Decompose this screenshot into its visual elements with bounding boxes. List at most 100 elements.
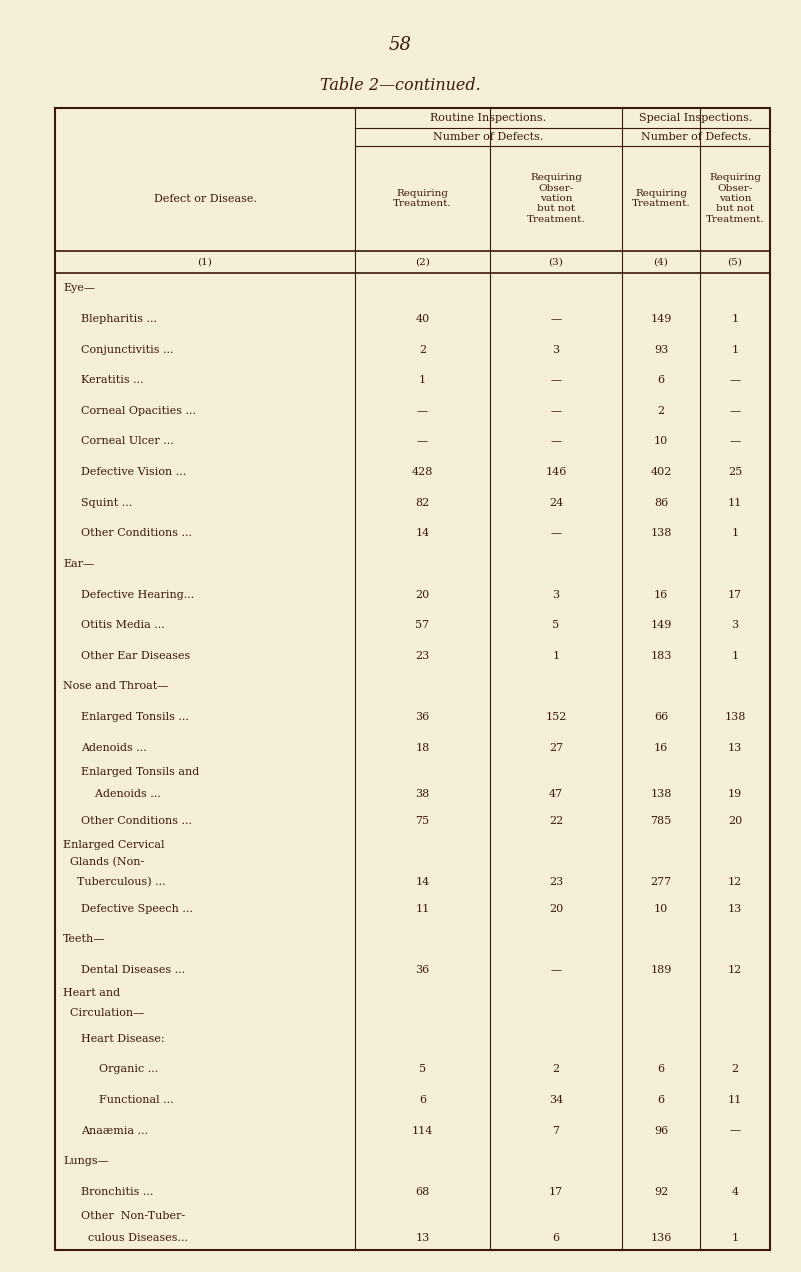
Text: Otitis Media ...: Otitis Media ... — [81, 621, 165, 630]
Text: —: — — [417, 436, 428, 446]
Text: Tuberculous) ...: Tuberculous) ... — [63, 876, 166, 887]
Text: 11: 11 — [728, 1095, 742, 1105]
Text: 138: 138 — [650, 789, 672, 799]
Text: 1: 1 — [553, 651, 560, 661]
Text: Defect or Disease.: Defect or Disease. — [154, 193, 256, 204]
Text: Enlarged Cervical: Enlarged Cervical — [63, 840, 164, 850]
Text: Defective Hearing...: Defective Hearing... — [81, 590, 195, 599]
Text: 66: 66 — [654, 712, 668, 722]
Text: 138: 138 — [650, 528, 672, 538]
Text: 24: 24 — [549, 497, 563, 508]
Text: 19: 19 — [728, 789, 742, 799]
Text: Table 2—continued.: Table 2—continued. — [320, 76, 481, 94]
Text: 12: 12 — [728, 964, 742, 974]
Text: —: — — [550, 406, 562, 416]
Text: —: — — [550, 314, 562, 324]
Text: Enlarged Tonsils ...: Enlarged Tonsils ... — [81, 712, 189, 722]
Text: Number of Defects.: Number of Defects. — [433, 132, 544, 142]
Text: Dental Diseases ...: Dental Diseases ... — [81, 964, 185, 974]
Text: 86: 86 — [654, 497, 668, 508]
Text: 1: 1 — [731, 345, 739, 355]
Text: Adenoids ...: Adenoids ... — [81, 743, 147, 753]
Text: —: — — [550, 436, 562, 446]
Text: 1: 1 — [731, 314, 739, 324]
Text: —: — — [730, 406, 741, 416]
Text: 114: 114 — [412, 1126, 433, 1136]
Text: Adenoids ...: Adenoids ... — [81, 789, 161, 799]
Text: 16: 16 — [654, 590, 668, 599]
Text: 6: 6 — [658, 1065, 665, 1075]
Text: Corneal Opacities ...: Corneal Opacities ... — [81, 406, 196, 416]
Text: 138: 138 — [724, 712, 746, 722]
Text: 189: 189 — [650, 964, 672, 974]
Text: 5: 5 — [419, 1065, 426, 1075]
Text: Teeth—: Teeth— — [63, 934, 106, 944]
Text: Ear—: Ear— — [63, 558, 95, 569]
Text: 22: 22 — [549, 817, 563, 827]
Text: culous Diseases...: culous Diseases... — [81, 1233, 188, 1243]
Text: Blepharitis ...: Blepharitis ... — [81, 314, 157, 324]
Text: 6: 6 — [553, 1233, 560, 1243]
Text: Keratitis ...: Keratitis ... — [81, 375, 143, 385]
Text: 146: 146 — [545, 467, 566, 477]
Text: Circulation—: Circulation— — [63, 1007, 144, 1018]
Text: Requiring
Treatment.: Requiring Treatment. — [393, 188, 452, 209]
Text: 20: 20 — [549, 903, 563, 913]
Text: 36: 36 — [416, 712, 429, 722]
Text: Eye—: Eye— — [63, 284, 95, 294]
Text: Nose and Throat—: Nose and Throat— — [63, 682, 168, 692]
Text: 68: 68 — [416, 1187, 429, 1197]
Text: Anaæmia ...: Anaæmia ... — [81, 1126, 148, 1136]
Text: 2: 2 — [419, 345, 426, 355]
Text: 34: 34 — [549, 1095, 563, 1105]
Text: 11: 11 — [416, 903, 429, 913]
Text: Conjunctivitis ...: Conjunctivitis ... — [81, 345, 174, 355]
Text: (1): (1) — [198, 257, 212, 267]
Text: 38: 38 — [416, 789, 429, 799]
Text: 14: 14 — [416, 876, 429, 887]
Text: Bronchitis ...: Bronchitis ... — [81, 1187, 153, 1197]
Text: 3: 3 — [731, 621, 739, 630]
Text: 10: 10 — [654, 903, 668, 913]
Text: 3: 3 — [553, 345, 560, 355]
Text: 25: 25 — [728, 467, 742, 477]
Text: 12: 12 — [728, 876, 742, 887]
Text: Squint ...: Squint ... — [81, 497, 132, 508]
Text: Heart and: Heart and — [63, 988, 120, 999]
Text: 23: 23 — [549, 876, 563, 887]
Text: 57: 57 — [416, 621, 429, 630]
Text: 16: 16 — [654, 743, 668, 753]
Text: 18: 18 — [416, 743, 429, 753]
Text: 2: 2 — [553, 1065, 560, 1075]
Text: 785: 785 — [650, 817, 671, 827]
Text: Other Conditions ...: Other Conditions ... — [81, 528, 192, 538]
Text: 3: 3 — [553, 590, 560, 599]
Text: 1: 1 — [731, 1233, 739, 1243]
Text: 10: 10 — [654, 436, 668, 446]
Text: 4: 4 — [731, 1187, 739, 1197]
Text: 5: 5 — [553, 621, 560, 630]
Text: Defective Speech ...: Defective Speech ... — [81, 903, 193, 913]
Text: Other Conditions ...: Other Conditions ... — [81, 817, 192, 827]
Text: 75: 75 — [416, 817, 429, 827]
Text: 20: 20 — [416, 590, 429, 599]
Text: 2: 2 — [658, 406, 665, 416]
Text: 6: 6 — [658, 375, 665, 385]
Text: 47: 47 — [549, 789, 563, 799]
Text: 7: 7 — [553, 1126, 560, 1136]
Text: (2): (2) — [415, 257, 430, 267]
Text: 58: 58 — [388, 36, 412, 53]
Text: 11: 11 — [728, 497, 742, 508]
Text: Requiring
Obser-
vation
but not
Treatment.: Requiring Obser- vation but not Treatmen… — [527, 173, 586, 224]
Text: Requiring
Obser-
vation
but not
Treatment.: Requiring Obser- vation but not Treatmen… — [706, 173, 764, 224]
Text: 402: 402 — [650, 467, 672, 477]
Text: 149: 149 — [650, 621, 672, 630]
Text: Defective Vision ...: Defective Vision ... — [81, 467, 187, 477]
Text: —: — — [417, 406, 428, 416]
Text: (5): (5) — [727, 257, 743, 267]
Text: 27: 27 — [549, 743, 563, 753]
Text: 183: 183 — [650, 651, 672, 661]
Text: 6: 6 — [419, 1095, 426, 1105]
Text: 96: 96 — [654, 1126, 668, 1136]
Text: Functional ...: Functional ... — [99, 1095, 174, 1105]
